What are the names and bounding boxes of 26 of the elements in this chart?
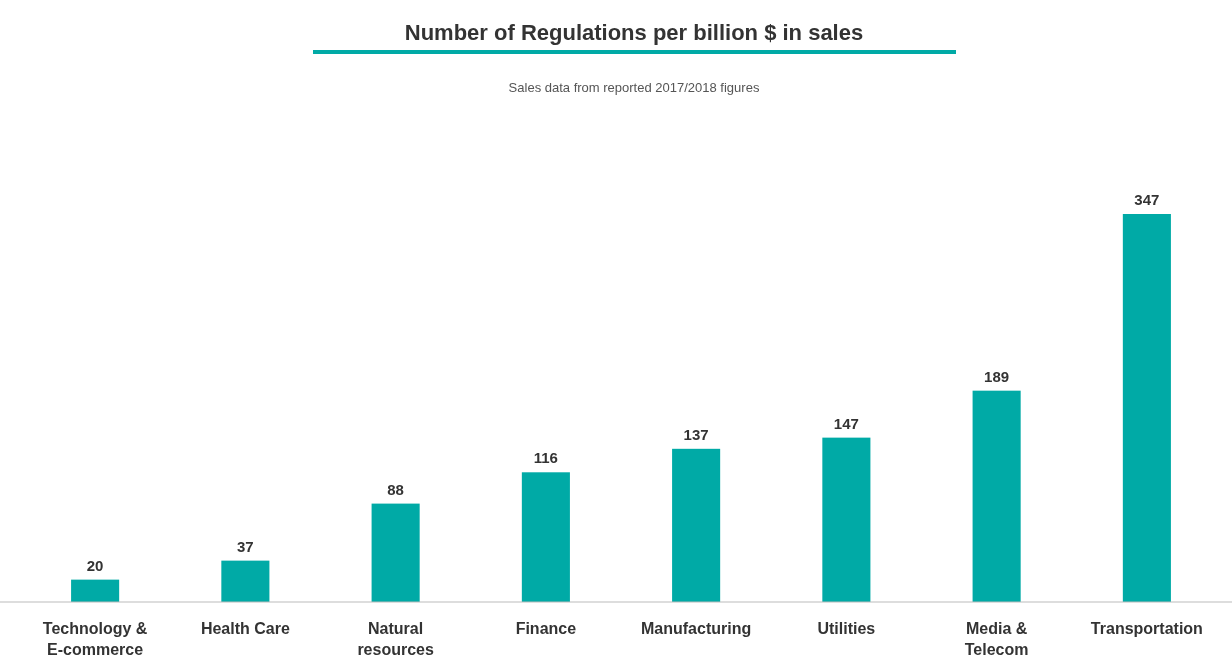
text: Sales data from reported 2017/2018 figures	[508, 80, 760, 95]
data-label: 116	[533, 449, 558, 467]
bar	[672, 448, 721, 602]
data-label: 37	[237, 537, 254, 555]
x-tick-label: Technology & E-commerce	[42, 620, 148, 658]
bar	[221, 560, 270, 602]
x-tick-label: Transportation	[1090, 620, 1203, 637]
x-tick-label: Finance	[515, 620, 577, 637]
x-tick-label: Health Care	[200, 620, 290, 637]
bar	[371, 503, 420, 602]
x-tick-label: Media & Telecom	[964, 620, 1029, 658]
bar	[521, 472, 570, 602]
data-label: 20	[86, 556, 104, 574]
x-tick-label: Utilities	[817, 620, 876, 637]
x-tick-label: Natural resources	[357, 620, 434, 658]
chart-title: Number of Regulations per billion $ in sales	[404, 20, 864, 45]
x-tick-label: Manufacturing	[641, 620, 752, 637]
bar	[822, 437, 871, 602]
data-label: 147	[833, 414, 859, 432]
data-label: 137	[683, 425, 709, 443]
bar	[1122, 214, 1171, 602]
data-label: 347	[1134, 191, 1160, 208]
data-label: 88	[387, 480, 404, 498]
data-label: 189	[984, 367, 1010, 385]
bar	[71, 579, 120, 602]
bar	[972, 390, 1021, 602]
